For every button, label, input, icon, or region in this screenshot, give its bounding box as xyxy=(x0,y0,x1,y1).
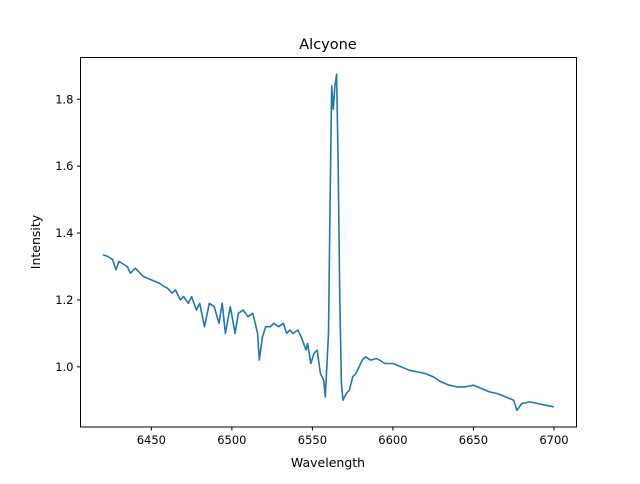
y-tick-label: 1.2 xyxy=(55,293,73,307)
x-tick-label: 6550 xyxy=(298,433,327,447)
y-tick-label: 1.4 xyxy=(55,226,73,240)
y-tick-label: 1.0 xyxy=(55,360,73,374)
x-tick-label: 6700 xyxy=(539,433,568,447)
x-tick-label: 6600 xyxy=(378,433,407,447)
spectrum-line xyxy=(102,73,555,412)
x-tick-label: 6650 xyxy=(459,433,488,447)
y-axis-label: Intensity xyxy=(28,214,43,269)
y-tick-label: 1.6 xyxy=(55,159,73,173)
x-tick-label: 6450 xyxy=(137,433,166,447)
x-axis-label: Wavelength xyxy=(291,455,365,470)
y-tick-label: 1.8 xyxy=(55,92,73,106)
chart-title: Alcyone xyxy=(299,37,357,53)
x-tick-label: 6500 xyxy=(217,433,246,447)
axes-frame xyxy=(80,57,577,428)
